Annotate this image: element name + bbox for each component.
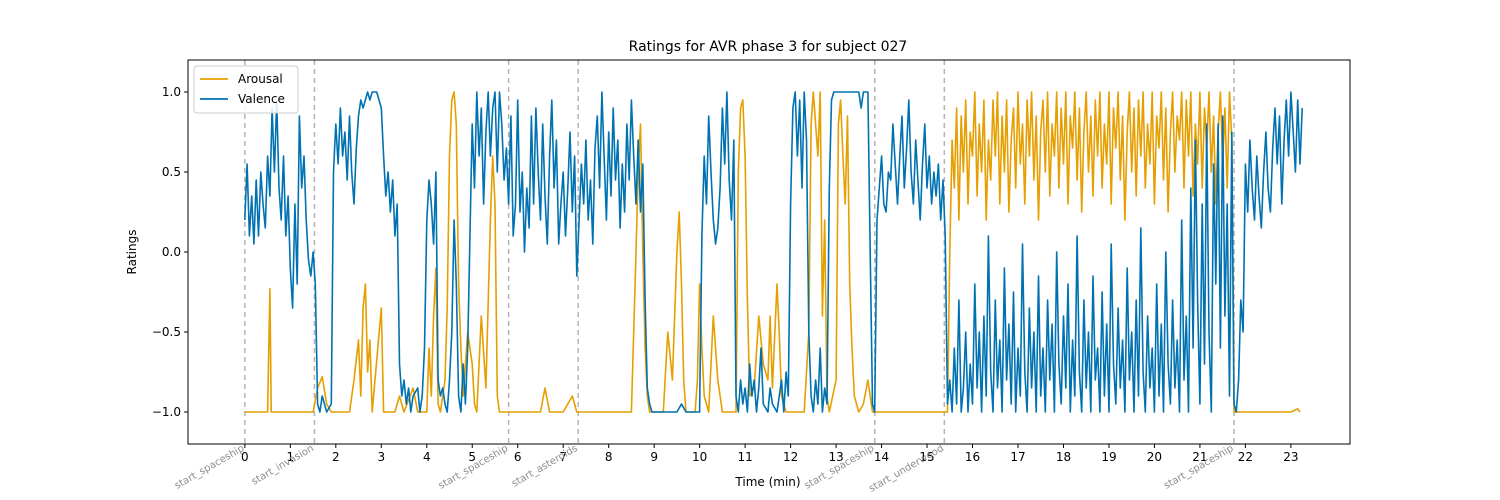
x-tick-label: 8 — [605, 450, 613, 464]
y-tick-label: −1.0 — [152, 405, 181, 419]
y-tick-label: −0.5 — [152, 325, 181, 339]
x-axis-label: Time (min) — [734, 475, 800, 489]
x-tick-label: 2 — [332, 450, 340, 464]
x-tick-label: 12 — [783, 450, 798, 464]
x-tick-label: 3 — [377, 450, 385, 464]
x-tick-label: 11 — [737, 450, 752, 464]
x-tick-label: 5 — [468, 450, 476, 464]
x-tick-label: 20 — [1147, 450, 1162, 464]
x-tick-label: 10 — [692, 450, 707, 464]
x-tick-label: 21 — [1192, 450, 1207, 464]
x-tick-label: 0 — [241, 450, 249, 464]
x-tick-label: 19 — [1101, 450, 1116, 464]
x-tick-label: 9 — [650, 450, 658, 464]
y-tick-label: 0.5 — [162, 165, 181, 179]
x-tick-label: 16 — [965, 450, 980, 464]
x-tick-label: 13 — [828, 450, 843, 464]
x-tick-label: 18 — [1056, 450, 1071, 464]
x-tick-label: 17 — [1010, 450, 1025, 464]
legend-label-arousal: Arousal — [238, 72, 283, 86]
y-tick-label: 0.0 — [162, 245, 181, 259]
series-line-arousal — [244, 91, 1301, 413]
x-tick-label: 23 — [1283, 450, 1298, 464]
x-tick-label: 22 — [1238, 450, 1253, 464]
x-tick-label: 7 — [559, 450, 567, 464]
x-tick-label: 1 — [287, 450, 295, 464]
x-tick-label: 4 — [423, 450, 431, 464]
chart-title: Ratings for AVR phase 3 for subject 027 — [629, 39, 908, 55]
event-label-0: start_spaceship — [173, 443, 246, 492]
y-axis-label: Ratings — [125, 230, 139, 275]
y-tick-label: 1.0 — [162, 85, 181, 99]
legend: Arousal Valence — [193, 65, 299, 114]
legend-box — [193, 65, 299, 114]
x-tick-label: 15 — [919, 450, 934, 464]
event-label-1: start_invasion — [250, 443, 316, 487]
x-tick-label: 14 — [874, 450, 889, 464]
legend-label-valence: Valence — [238, 92, 285, 106]
series-line-valence — [244, 91, 1303, 413]
x-tick-label: 6 — [514, 450, 522, 464]
